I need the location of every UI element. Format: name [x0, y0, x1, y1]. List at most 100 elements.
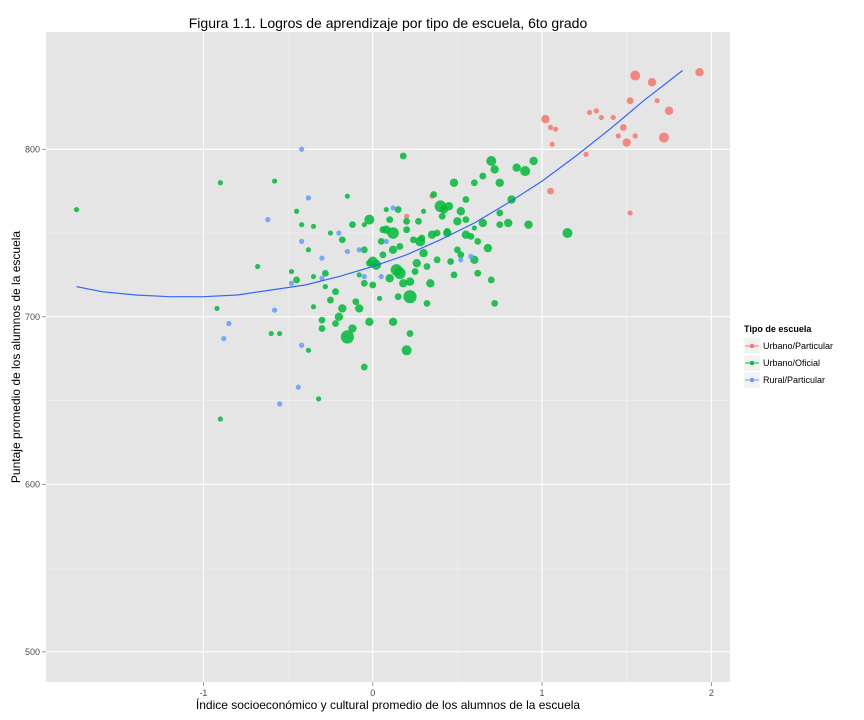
y-tick-label: 600 — [25, 479, 40, 489]
point-urbano-oficial — [217, 416, 223, 422]
point-urbano-oficial — [504, 218, 513, 228]
point-urbano-oficial — [433, 229, 441, 237]
point-urbano-oficial — [462, 196, 470, 203]
point-urbano-oficial — [327, 230, 334, 236]
point-urbano-particular — [695, 68, 704, 77]
point-urbano-oficial — [379, 251, 387, 259]
point-urbano-oficial — [406, 330, 414, 337]
point-urbano-oficial — [365, 317, 374, 327]
point-urbano-oficial — [310, 273, 317, 280]
trend-line — [76, 70, 683, 298]
point-urbano-oficial — [470, 179, 478, 187]
point-urbano-oficial — [449, 178, 459, 187]
point-urbano-particular — [598, 114, 604, 121]
point-urbano-oficial — [490, 165, 499, 174]
point-urbano-oficial — [462, 216, 470, 224]
point-urbano-oficial — [334, 312, 344, 321]
point-urbano-oficial — [529, 156, 538, 166]
point-urbano-particular — [404, 213, 410, 219]
point-urbano-oficial — [321, 269, 329, 277]
legend-label-urbano-particular: Urbano/Particular — [763, 341, 833, 351]
point-urbano-oficial — [356, 272, 362, 278]
point-urbano-oficial — [332, 320, 339, 327]
point-urbano-oficial — [562, 228, 573, 239]
point-urbano-oficial — [386, 216, 394, 224]
point-urbano-oficial — [447, 258, 455, 265]
point-urbano-oficial — [405, 277, 415, 286]
legend-items: Urbano/Particular Urbano/Oficial Rural/Par… — [743, 337, 833, 389]
legend-dot-urbano-particular — [749, 343, 755, 349]
point-urbano-particular — [549, 141, 555, 147]
point-urbano-oficial — [524, 220, 533, 229]
point-urbano-particular — [622, 138, 631, 147]
point-urbano-oficial — [512, 163, 521, 172]
point-urbano-oficial — [496, 221, 504, 229]
point-urbano-oficial — [338, 304, 347, 313]
point-rural-particular — [468, 253, 474, 260]
point-urbano-oficial — [443, 227, 451, 235]
y-tick-label: 800 — [25, 144, 40, 154]
legend-label-urbano-oficial: Urbano/Oficial — [763, 358, 820, 368]
point-rural-particular — [336, 230, 342, 236]
point-urbano-oficial — [454, 246, 461, 254]
point-rural-particular — [305, 195, 312, 201]
point-urbano-oficial — [344, 193, 350, 199]
point-urbano-oficial — [382, 225, 391, 234]
x-axis-label: Índice socioeconómico y cultural promedi… — [196, 697, 581, 712]
point-urbano-oficial — [315, 396, 322, 402]
legend: Tipo de escuela Urbano/Particular Urbano/… — [743, 324, 833, 389]
data-points — [73, 68, 704, 422]
point-urbano-oficial — [360, 279, 368, 287]
y-tick-label: 500 — [25, 647, 40, 657]
point-urbano-oficial — [305, 247, 312, 253]
point-urbano-oficial — [426, 279, 435, 288]
point-urbano-oficial — [255, 263, 261, 270]
point-urbano-particular — [541, 114, 550, 124]
point-urbano-oficial — [318, 316, 326, 324]
point-urbano-oficial — [478, 218, 488, 228]
point-urbano-particular — [619, 124, 627, 131]
point-urbano-particular — [547, 124, 554, 131]
legend-title: Tipo de escuela — [744, 324, 812, 334]
point-urbano-oficial — [474, 269, 482, 277]
x-tick-label: 1 — [540, 688, 545, 698]
point-urbano-oficial — [453, 217, 462, 226]
point-urbano-oficial — [332, 288, 339, 296]
point-urbano-particular — [632, 133, 638, 139]
point-urbano-oficial — [318, 325, 326, 332]
point-rural-particular — [390, 205, 396, 211]
point-urbano-particular — [586, 109, 593, 116]
point-urbano-oficial — [394, 206, 402, 213]
point-urbano-oficial — [310, 304, 317, 310]
point-rural-particular — [319, 255, 325, 261]
point-urbano-oficial — [483, 243, 493, 253]
point-urbano-particular — [627, 210, 633, 216]
point-urbano-particular — [593, 108, 599, 114]
x-tick-label: 0 — [370, 688, 375, 698]
point-urbano-oficial — [338, 236, 346, 244]
point-urbano-oficial — [471, 225, 477, 231]
point-urbano-oficial — [214, 305, 220, 312]
major-gridlines — [46, 32, 730, 682]
point-urbano-oficial — [409, 236, 417, 244]
point-urbano-oficial — [479, 172, 487, 180]
point-urbano-oficial — [327, 296, 334, 304]
point-urbano-oficial — [415, 217, 422, 225]
point-urbano-oficial — [310, 223, 317, 229]
point-urbano-oficial — [399, 279, 408, 288]
point-urbano-particular — [583, 151, 589, 157]
point-urbano-oficial — [401, 345, 412, 356]
point-urbano-oficial — [293, 208, 300, 214]
y-axis-ticks: 500 600 700 800 — [25, 144, 46, 657]
plot-panel — [46, 32, 730, 682]
point-urbano-oficial — [361, 222, 367, 228]
legend-dot-urbano-oficial — [749, 360, 755, 366]
point-urbano-oficial — [433, 256, 441, 264]
point-urbano-oficial — [377, 238, 385, 245]
point-rural-particular — [295, 384, 301, 390]
point-rural-particular — [356, 247, 362, 253]
point-urbano-oficial — [438, 212, 446, 220]
point-urbano-oficial — [268, 330, 274, 337]
point-urbano-oficial — [474, 238, 482, 245]
point-urbano-oficial — [348, 324, 357, 333]
